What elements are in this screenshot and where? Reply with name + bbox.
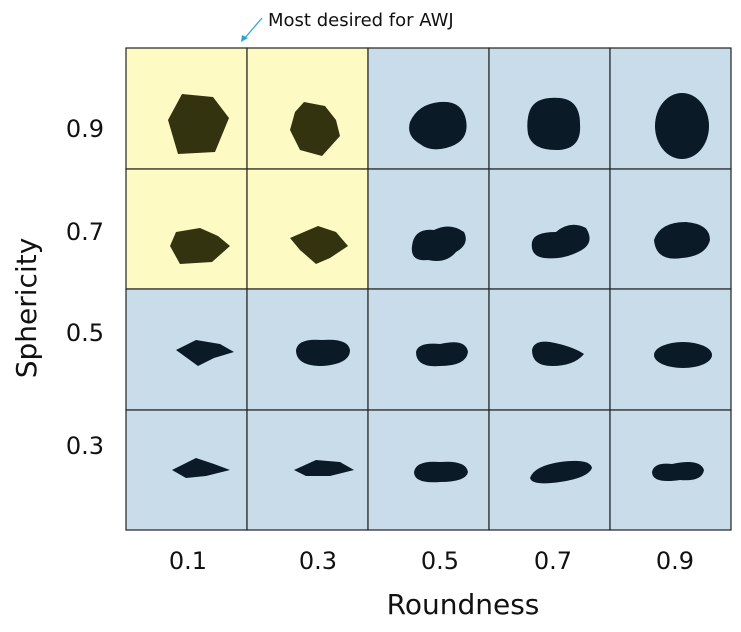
y-label: 0.9 (66, 115, 104, 143)
particle (294, 460, 354, 476)
cell (125, 168, 248, 290)
annotation: Most desired for AWJ (268, 10, 454, 31)
grid (125, 47, 732, 531)
axis-labels: 0.1 0.3 0.5 0.7 0.9 0.9 0.7 0.5 0.3 (66, 115, 694, 575)
particle (654, 222, 710, 259)
annotation-arrowhead (241, 35, 248, 42)
particles (168, 93, 712, 484)
particle (290, 102, 340, 156)
particle (172, 458, 230, 478)
cell (367, 168, 490, 290)
x-label: 0.3 (299, 547, 337, 575)
particle (416, 342, 468, 367)
y-axis-title: Sphericity (10, 238, 43, 379)
particle (532, 341, 584, 366)
cell (246, 168, 369, 290)
particle (176, 340, 234, 366)
particle (414, 461, 468, 483)
particle (170, 228, 230, 264)
y-label: 0.7 (66, 218, 104, 246)
particle (168, 94, 229, 154)
x-label: 0.1 (169, 547, 207, 575)
particle (290, 226, 348, 264)
particle (531, 224, 590, 259)
particle (654, 342, 712, 368)
particle (527, 97, 581, 150)
particle (411, 226, 466, 261)
particle (652, 462, 704, 481)
y-label: 0.3 (66, 432, 104, 460)
x-axis-title: Roundness (387, 588, 540, 621)
particle (409, 101, 467, 150)
x-label: 0.5 (421, 547, 459, 575)
particle (530, 460, 592, 484)
annotation-arrow (243, 17, 263, 40)
x-label: 0.9 (656, 547, 694, 575)
y-label: 0.5 (66, 319, 104, 347)
cell (488, 168, 611, 290)
cell (488, 288, 611, 411)
particle (296, 339, 350, 366)
x-label: 0.7 (534, 547, 572, 575)
particle (655, 93, 709, 159)
